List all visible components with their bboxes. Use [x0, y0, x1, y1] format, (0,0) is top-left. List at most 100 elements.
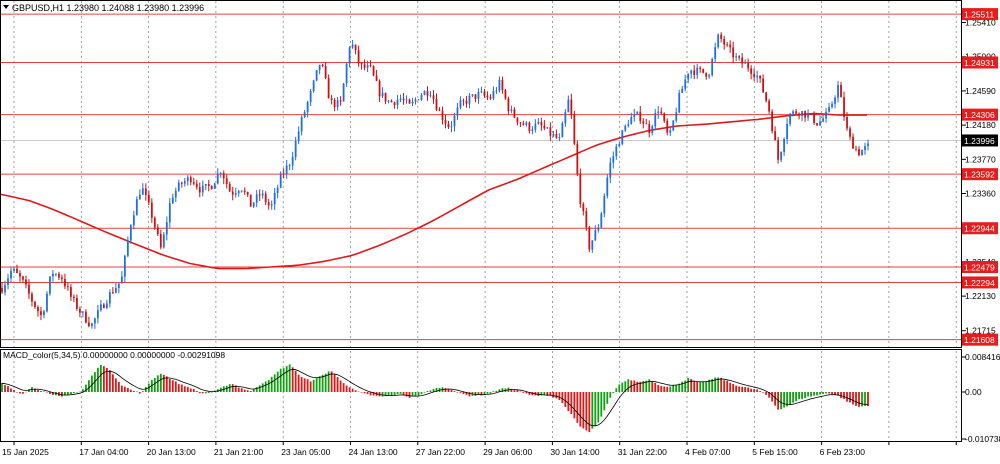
candle-body [292, 157, 294, 165]
candle-body [193, 182, 195, 184]
candle-body [858, 149, 860, 155]
macd-bar [600, 392, 602, 417]
candle-body [121, 276, 123, 283]
macd-bar [247, 390, 249, 392]
candle-body [861, 150, 863, 155]
macd-bar [609, 392, 611, 398]
candle-body [678, 93, 680, 113]
macd-bar [762, 392, 764, 393]
macd-bar [160, 374, 162, 392]
candle-body [391, 101, 393, 103]
macd-bar [346, 386, 348, 392]
candle-body [304, 112, 306, 117]
macd-bar [13, 390, 15, 392]
candle-body [606, 178, 608, 196]
candle-body [16, 269, 18, 273]
candle-body [612, 156, 614, 163]
candle-body [555, 134, 557, 138]
macd-bar [133, 391, 135, 392]
candle-body [283, 173, 285, 174]
macd-bar [40, 391, 42, 392]
macd-bar [259, 385, 261, 392]
candle-body [103, 304, 105, 307]
candle-body [681, 89, 683, 93]
candle-body [493, 91, 495, 98]
candle-body [460, 100, 462, 107]
candle-body [241, 191, 243, 192]
candle-body [247, 192, 249, 195]
candle-body [226, 178, 228, 184]
candle-body [388, 101, 390, 102]
time-label: 15 Jan 2025 [2, 447, 49, 457]
candle-body [564, 112, 566, 123]
candle-body [343, 83, 345, 101]
macd-bar [79, 392, 81, 393]
macd-bar [187, 387, 189, 392]
macd-bar [322, 375, 324, 392]
macd-bar [672, 385, 674, 392]
candle-body [151, 203, 153, 218]
macd-bar [819, 392, 821, 395]
candle-body [720, 34, 722, 38]
macd-bar [496, 391, 498, 392]
macd-bar [355, 390, 357, 392]
macd-tick-label: -0.0107387 [965, 434, 1000, 444]
candle-body [798, 114, 800, 116]
macd-bar [699, 382, 701, 392]
macd-bar [409, 392, 411, 398]
candle-body [379, 81, 381, 97]
candle-body [801, 111, 803, 116]
candle-body [807, 113, 809, 117]
candle-body [310, 91, 312, 102]
macd-bar [696, 382, 698, 392]
candle-body [621, 130, 623, 144]
macd-bar [115, 378, 117, 392]
macd-bar [783, 392, 785, 408]
candle-body [55, 274, 57, 275]
macd-bar [552, 392, 554, 398]
macd-bar [130, 390, 132, 392]
macd-bar [822, 392, 824, 394]
candle-body [280, 173, 282, 187]
time-label: 24 Jan 13:00 [349, 447, 398, 457]
candle-body [349, 48, 351, 64]
candle-body [235, 193, 237, 195]
macd-bar [738, 386, 740, 392]
candle-body [864, 146, 866, 150]
candle-body [187, 177, 189, 181]
macd-bar [564, 392, 566, 407]
candle-body [145, 188, 147, 194]
candle-body [46, 294, 48, 312]
candle-body [166, 222, 168, 234]
candle-body [687, 74, 689, 80]
candle-body [427, 91, 429, 96]
candle-body [190, 177, 192, 182]
candle-body [271, 204, 273, 205]
candle-body [451, 126, 453, 127]
candle-body [124, 256, 126, 277]
macd-bar [702, 381, 704, 392]
macd-bar [292, 367, 294, 392]
candle-body [651, 126, 653, 133]
candle-body [514, 109, 516, 117]
candle-body [534, 124, 536, 130]
candle-body [729, 45, 731, 48]
candle-body [813, 113, 815, 123]
macd-bar [172, 380, 174, 392]
candle-body [385, 93, 387, 102]
candle-body [433, 95, 435, 99]
candle-body [484, 92, 486, 96]
candle-body [424, 91, 426, 95]
macd-bar [286, 366, 288, 392]
candle-body [157, 227, 159, 234]
candle-body [792, 111, 794, 114]
candle-body [133, 215, 135, 225]
macd-bar [298, 375, 300, 392]
time-label: 30 Jan 14:00 [550, 447, 599, 457]
time-label: 31 Jan 22:00 [618, 447, 667, 457]
candle-body [223, 173, 225, 178]
macd-bar [765, 392, 767, 395]
candle-body [478, 92, 480, 99]
